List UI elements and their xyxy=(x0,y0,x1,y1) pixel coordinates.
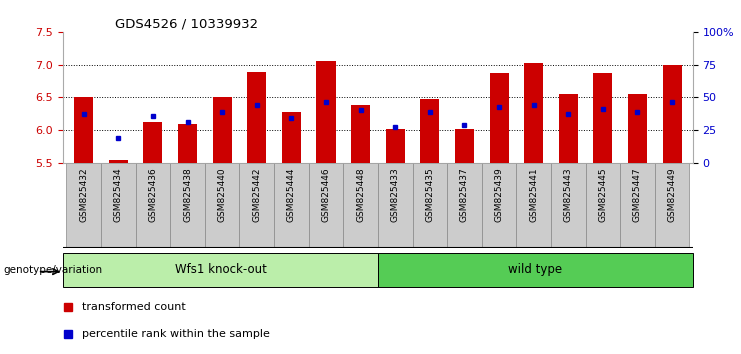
Bar xyxy=(101,163,136,248)
Bar xyxy=(274,163,309,248)
Bar xyxy=(247,73,266,163)
Text: GSM825443: GSM825443 xyxy=(564,167,573,222)
Bar xyxy=(378,253,693,287)
Bar xyxy=(559,94,578,163)
Bar xyxy=(378,163,413,248)
Bar xyxy=(585,163,620,248)
Bar xyxy=(239,163,274,248)
Text: GSM825432: GSM825432 xyxy=(79,167,88,222)
Text: GSM825447: GSM825447 xyxy=(633,167,642,222)
Bar xyxy=(655,163,689,248)
Text: wild type: wild type xyxy=(508,263,562,276)
Text: GSM825445: GSM825445 xyxy=(598,167,608,222)
Bar xyxy=(413,163,447,248)
Text: GSM825448: GSM825448 xyxy=(356,167,365,222)
Text: GSM825433: GSM825433 xyxy=(391,167,399,222)
Text: GSM825436: GSM825436 xyxy=(148,167,158,222)
Bar xyxy=(213,97,232,163)
Bar xyxy=(455,129,474,163)
Text: GSM825439: GSM825439 xyxy=(494,167,504,222)
Bar xyxy=(447,163,482,248)
Text: GSM825442: GSM825442 xyxy=(252,167,262,222)
Text: transformed count: transformed count xyxy=(82,302,186,312)
Bar xyxy=(524,63,543,163)
Text: GSM825437: GSM825437 xyxy=(460,167,469,222)
Bar xyxy=(67,163,101,248)
Bar xyxy=(420,99,439,163)
Text: Wfs1 knock-out: Wfs1 knock-out xyxy=(175,263,266,276)
Bar xyxy=(351,105,370,163)
Bar xyxy=(490,73,508,163)
Text: GSM825435: GSM825435 xyxy=(425,167,434,222)
Bar xyxy=(316,61,336,163)
Text: GSM825434: GSM825434 xyxy=(114,167,123,222)
Bar xyxy=(386,129,405,163)
Bar xyxy=(109,160,128,163)
Text: GSM825438: GSM825438 xyxy=(183,167,192,222)
Bar xyxy=(170,163,205,248)
Text: GSM825440: GSM825440 xyxy=(218,167,227,222)
Text: GSM825444: GSM825444 xyxy=(287,167,296,222)
Text: genotype/variation: genotype/variation xyxy=(4,265,103,275)
Bar xyxy=(144,122,162,163)
Bar xyxy=(482,163,516,248)
Bar xyxy=(136,163,170,248)
Bar xyxy=(309,163,343,248)
Text: GSM825449: GSM825449 xyxy=(668,167,677,222)
Bar xyxy=(63,253,378,287)
Bar xyxy=(516,163,551,248)
Bar xyxy=(74,97,93,163)
Bar xyxy=(551,163,585,248)
Text: GSM825441: GSM825441 xyxy=(529,167,538,222)
Text: GSM825446: GSM825446 xyxy=(322,167,330,222)
Bar xyxy=(662,65,682,163)
Bar xyxy=(343,163,378,248)
Bar xyxy=(628,94,647,163)
Bar xyxy=(594,73,612,163)
Text: GDS4526 / 10339932: GDS4526 / 10339932 xyxy=(115,17,258,30)
Text: percentile rank within the sample: percentile rank within the sample xyxy=(82,329,270,339)
Bar xyxy=(620,163,655,248)
Bar xyxy=(282,113,301,163)
Bar xyxy=(178,124,197,163)
Bar xyxy=(205,163,239,248)
